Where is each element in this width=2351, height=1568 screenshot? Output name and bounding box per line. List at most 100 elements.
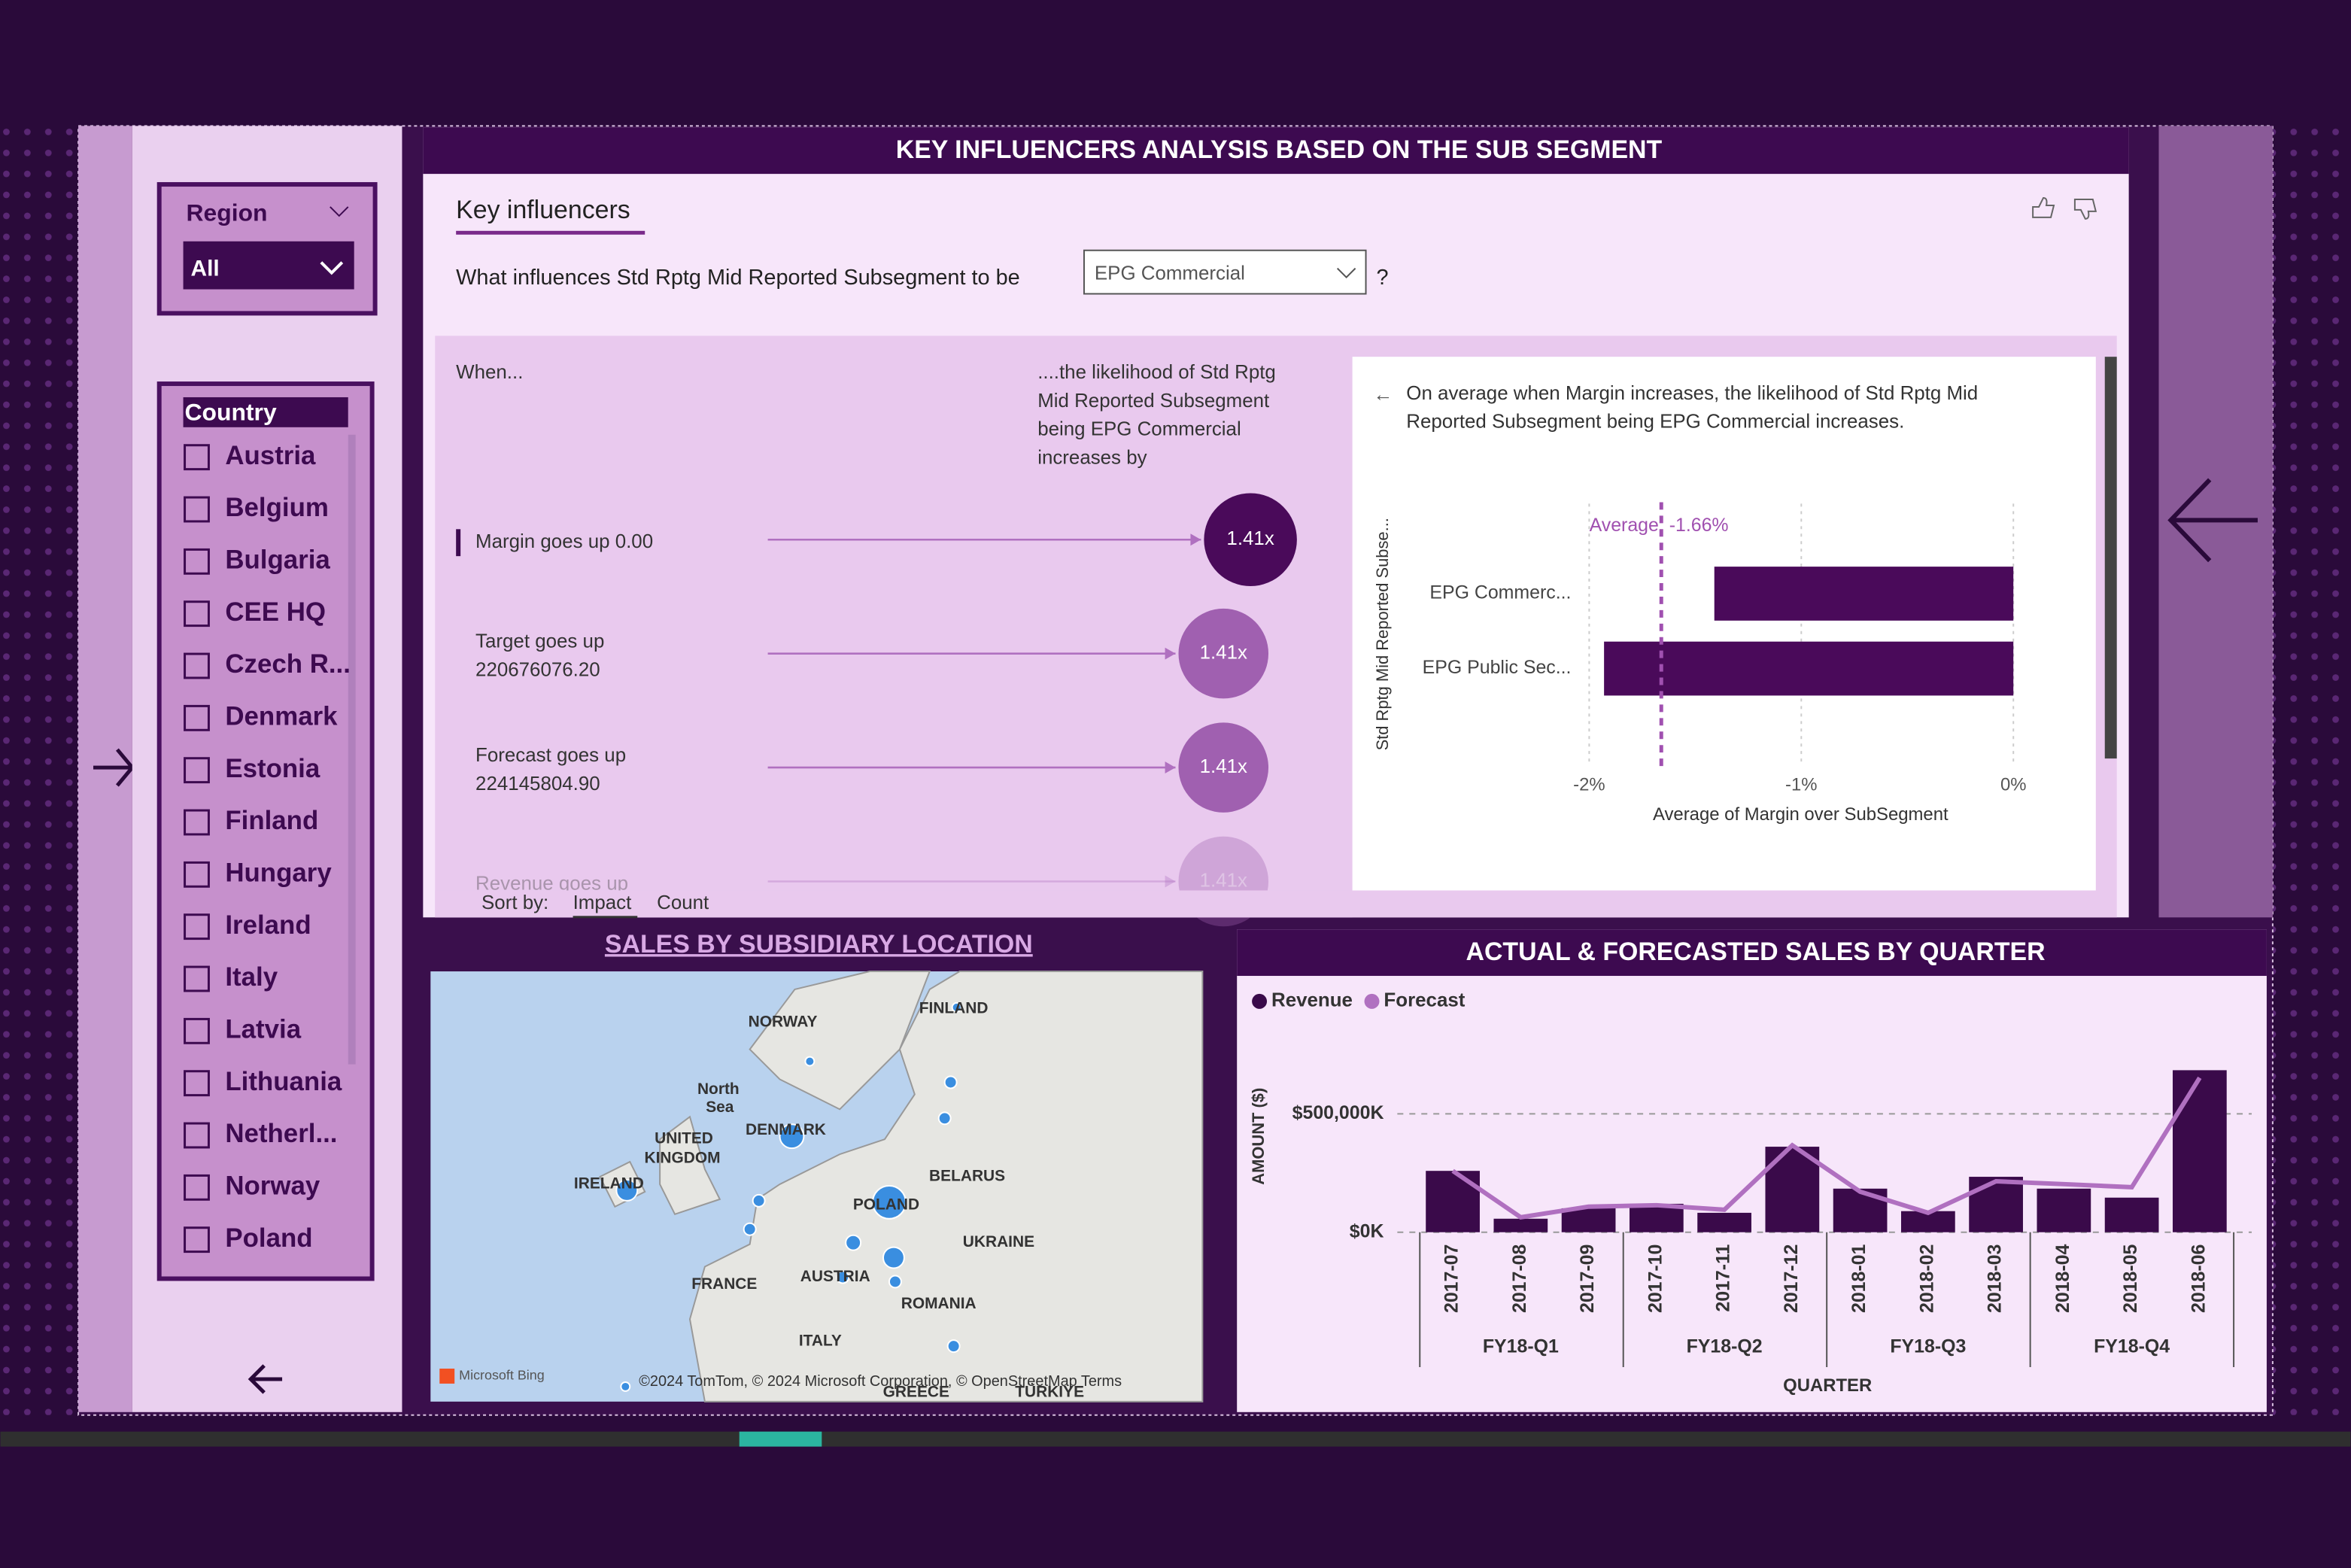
country-item[interactable]: Lithuania [225, 1067, 342, 1096]
checkbox[interactable] [184, 809, 210, 836]
influencer-bubble[interactable] [1204, 493, 1297, 587]
checkbox[interactable] [184, 913, 210, 940]
influencer-label[interactable]: 220676076.20 [475, 659, 600, 680]
influencer-label[interactable]: Margin goes up 0.00 [475, 531, 653, 552]
checkbox[interactable] [184, 861, 210, 888]
group-label: FY18-Q2 [1687, 1336, 1763, 1357]
checkbox[interactable] [184, 965, 210, 992]
checkbox[interactable] [184, 600, 210, 628]
country-item[interactable]: Latvia [225, 1015, 301, 1044]
influencer-label[interactable]: Target goes up [475, 631, 604, 652]
region-value: All [191, 257, 220, 281]
feedback-icons[interactable] [2032, 196, 2097, 220]
checkbox[interactable] [184, 1070, 210, 1097]
map-label: UNITED [655, 1130, 713, 1147]
country-item[interactable]: Belgium [225, 493, 329, 522]
active-tab[interactable] [739, 1431, 822, 1447]
map-title: SALES BY SUBSIDIARY LOCATION [605, 930, 1033, 959]
checkbox[interactable] [184, 548, 210, 575]
x-tick-label: 2018-05 [2120, 1244, 2141, 1314]
influencer-bubble[interactable] [1178, 722, 1269, 813]
bar[interactable] [2037, 1188, 2091, 1232]
x-tick-label: 2017-12 [1781, 1244, 1802, 1313]
country-item[interactable]: Hungary [225, 858, 332, 888]
legend-label: Revenue [1271, 990, 1353, 1011]
sort-underline [573, 916, 638, 919]
visual-title: Key influencers [456, 196, 630, 224]
connector-arrow [1165, 761, 1176, 774]
checkbox[interactable] [184, 1122, 210, 1149]
land [749, 971, 931, 1111]
decor [2272, 126, 2351, 1415]
bar[interactable] [2104, 1197, 2159, 1232]
country-item[interactable]: Austria [225, 441, 316, 470]
country-item[interactable]: Ireland [225, 910, 311, 940]
influencer-label[interactable]: Forecast goes up [475, 745, 626, 766]
checkbox[interactable] [184, 1017, 210, 1044]
map-label: NORWAY [749, 1013, 818, 1030]
back-arrow[interactable] [248, 1364, 283, 1394]
nav-arrow[interactable] [2167, 478, 2258, 563]
sort-count[interactable]: Count [657, 892, 709, 913]
country-item[interactable]: Norway [225, 1171, 320, 1201]
country-item[interactable]: Estonia [225, 754, 320, 783]
bar[interactable] [1426, 1171, 1480, 1232]
scrollbar [2104, 357, 2117, 759]
influencer-bubble[interactable] [1178, 608, 1269, 699]
influencer-value: 1.41x [1200, 756, 1247, 777]
influencer-label[interactable]: 224145804.90 [475, 773, 600, 795]
influencer-value: 1.41x [1226, 528, 1274, 549]
country-item[interactable]: CEE HQ [225, 597, 326, 627]
bing-logo [439, 1369, 455, 1384]
bar[interactable] [1561, 1208, 1616, 1232]
map-label: AUSTRIA [800, 1268, 870, 1285]
bar[interactable] [1604, 641, 2014, 696]
map-label: North [697, 1080, 740, 1098]
x-tick-label: -1% [1785, 774, 1818, 795]
x-tick-label: 2017-08 [1509, 1244, 1530, 1314]
country-item[interactable]: Czech R... [225, 649, 351, 679]
checkbox[interactable] [184, 757, 210, 784]
country-item[interactable]: Denmark [225, 702, 338, 731]
country-item[interactable]: Finland [225, 806, 318, 835]
forecast-line [1451, 1076, 2202, 1220]
decor [0, 126, 79, 1415]
connector-arrow [1190, 533, 1201, 546]
checkbox[interactable] [184, 496, 210, 523]
country-item[interactable]: Netherl... [225, 1119, 337, 1148]
checkbox[interactable] [184, 1226, 210, 1253]
country-item[interactable]: Bulgaria [225, 545, 330, 575]
detail-card [1352, 357, 2096, 891]
y-axis-label: Std Rptg Mid Reported Subse... [1373, 518, 1392, 750]
country-header [183, 397, 348, 427]
sort-impact[interactable]: Impact [573, 892, 632, 913]
map-label: ROMANIA [901, 1295, 977, 1312]
country-item[interactable]: Poland [225, 1223, 312, 1253]
when-header: When... [456, 362, 523, 383]
bar[interactable] [1714, 567, 2014, 621]
bar[interactable] [1697, 1212, 1751, 1232]
country-item[interactable]: Italy [225, 962, 278, 992]
bar[interactable] [1493, 1218, 1548, 1232]
map-label: IRELAND [574, 1174, 644, 1192]
checkbox[interactable] [184, 704, 210, 731]
selected-indicator [456, 529, 461, 557]
row-cover [435, 890, 1353, 918]
back-arrow[interactable]: ← [1373, 384, 1393, 406]
bar[interactable] [1833, 1188, 1888, 1232]
checkbox[interactable] [184, 444, 210, 471]
map-label: UKRAINE [963, 1233, 1034, 1250]
map-label: GREECE [883, 1383, 949, 1400]
combo-panel [1237, 929, 2267, 1412]
bar[interactable] [1969, 1177, 2023, 1232]
average-label: Average: -1.66% [1590, 515, 1729, 536]
checkbox[interactable] [184, 652, 210, 679]
group-label: FY18-Q3 [1890, 1336, 1966, 1357]
checkbox[interactable] [184, 1174, 210, 1201]
combo-title-bar [1237, 929, 2267, 977]
subsegment-dropdown[interactable] [1083, 249, 1367, 295]
bar[interactable] [2173, 1070, 2227, 1232]
x-tick-label: 2018-04 [2052, 1244, 2073, 1314]
x-axis-label: QUARTER [1783, 1375, 1872, 1396]
